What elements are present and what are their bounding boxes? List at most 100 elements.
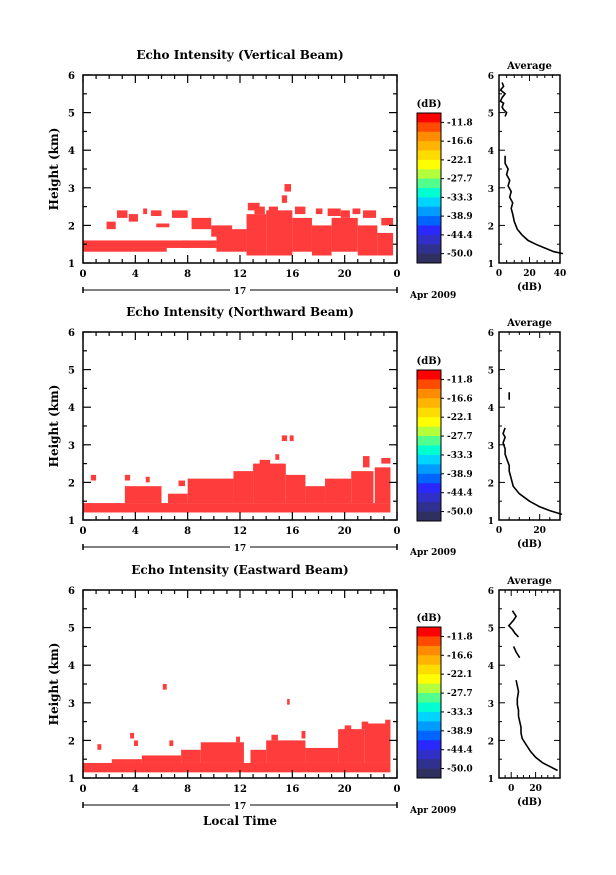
average-y-tick-label: 1: [488, 517, 494, 527]
x-tick-label: 4: [132, 269, 139, 280]
heatmap-cell: [106, 221, 116, 230]
average-profile-line: [502, 392, 563, 516]
heatmap-cell: [357, 225, 378, 256]
heatmap-cells: [83, 435, 391, 513]
average-title: Average: [506, 576, 552, 587]
x-tick-label: 4: [132, 526, 139, 537]
heatmap-cell: [266, 740, 306, 763]
colorbar-frame: [416, 626, 442, 779]
heatmap-cell: [287, 699, 290, 705]
colorbar-segment: [417, 216, 441, 226]
heatmap-cell: [83, 762, 391, 773]
colorbar-segment: [417, 454, 441, 465]
heatmap-cell: [128, 214, 138, 222]
x-tick-label: 16: [285, 526, 299, 537]
colorbar-label: -11.8: [447, 632, 473, 642]
colorbar-segment: [417, 483, 441, 494]
colorbar-label: -44.4: [447, 489, 473, 499]
average-y-tick-label: 4: [488, 147, 494, 157]
panel-3: Echo Intensity (Eastward Beam)0 4 8 12 16 20 0…: [47, 563, 561, 816]
y-tick-label: 6: [68, 328, 75, 339]
y-axis-label: Height (km): [47, 128, 61, 211]
heatmap-cell: [292, 217, 312, 252]
timebar-month-label: Apr 2009: [409, 806, 456, 816]
colorbar-segment: [417, 169, 441, 180]
y-tick-label: 2: [68, 736, 75, 747]
average-x-label: (dB): [517, 797, 542, 808]
heatmap-cell: [315, 208, 323, 215]
colorbar-label: -22.1: [447, 670, 473, 680]
heatmap-cell: [327, 208, 341, 216]
colorbar-frame: [416, 369, 442, 522]
panel-2: Echo Intensity (Northward Beam)0 4 8 12 16 20…: [47, 305, 563, 558]
colorbar-segment: [417, 768, 441, 779]
colorbar-segment: [417, 225, 441, 236]
heatmap-cell: [169, 740, 174, 747]
colorbar-label: -33.3: [447, 451, 473, 461]
heatmap-cell: [246, 214, 267, 256]
x-tick-label: 12: [233, 526, 247, 537]
colorbar-segment: [417, 492, 441, 503]
heatmap-cell: [259, 459, 271, 466]
colorbar-segment: [417, 683, 441, 694]
colorbar-segment: [417, 627, 441, 637]
colorbar-label: -38.9: [447, 727, 473, 737]
colorbar-label: -38.9: [447, 212, 473, 222]
heatmap-cell: [254, 206, 265, 215]
colorbar-segment: [417, 206, 441, 217]
y-tick-label: 6: [68, 71, 75, 82]
heatmap-cell: [97, 744, 102, 750]
x-tick-label: 4: [132, 784, 139, 795]
average-y-tick-label: 6: [488, 587, 494, 597]
colorbar-label: -16.6: [447, 651, 473, 661]
timebar-day-label: 17: [234, 287, 247, 297]
heatmap-cell: [83, 240, 217, 248]
y-tick-label: 1: [68, 259, 75, 270]
heatmap-cell: [305, 747, 339, 763]
heatmap-cells: [83, 184, 394, 256]
average-y-tick-label: 3: [488, 185, 494, 195]
colorbar-segment: [417, 674, 441, 685]
heatmap-cell: [143, 208, 148, 215]
colorbar-label: -27.7: [447, 689, 473, 699]
heatmap-cell: [301, 731, 306, 739]
heatmap-cell: [325, 478, 352, 504]
colorbar-segment: [417, 740, 441, 751]
colorbar-segment: [417, 693, 441, 703]
heatmap-cell: [362, 456, 370, 468]
average-profile-line: [507, 610, 558, 772]
colorbar-label: -16.6: [447, 394, 473, 404]
colorbar-label: -11.8: [447, 118, 473, 128]
colorbar-label: -44.4: [447, 746, 473, 756]
colorbar-segment: [417, 253, 441, 264]
heatmap-cell: [162, 684, 167, 690]
y-tick-label: 6: [68, 586, 75, 597]
heatmap-cell: [117, 210, 128, 218]
heatmap-cell: [266, 210, 293, 256]
heatmap-cell: [145, 476, 150, 483]
colorbar-segment: [417, 188, 441, 198]
colorbar-label: -50.0: [447, 250, 473, 260]
heatmap-cell: [236, 736, 240, 743]
heatmap-cell: [385, 719, 391, 726]
y-tick-label: 3: [68, 184, 75, 195]
heatmap-cell: [182, 240, 189, 248]
colorbar-segment: [417, 370, 441, 380]
colorbar-unit: (dB): [417, 613, 442, 624]
average-x-label: (dB): [517, 282, 542, 293]
average-title: Average: [506, 61, 552, 72]
heatmap-cell: [381, 457, 391, 464]
colorbar-segment: [417, 711, 441, 722]
colorbar-segment: [417, 749, 441, 760]
y-tick-label: 5: [68, 109, 75, 120]
x-tick-label: 8: [184, 269, 191, 280]
y-axis-label: Height (km): [47, 385, 61, 468]
heatmap-cell: [331, 217, 358, 252]
heatmap-cell: [111, 759, 142, 763]
timebar-month-label: Apr 2009: [409, 548, 456, 558]
average-x-tick-label: 0: [508, 784, 514, 794]
heatmap-cell: [285, 474, 306, 504]
x-tick-label: 0: [80, 269, 87, 280]
heatmap-cell: [156, 223, 170, 228]
timebar-day-label: 17: [234, 544, 247, 554]
